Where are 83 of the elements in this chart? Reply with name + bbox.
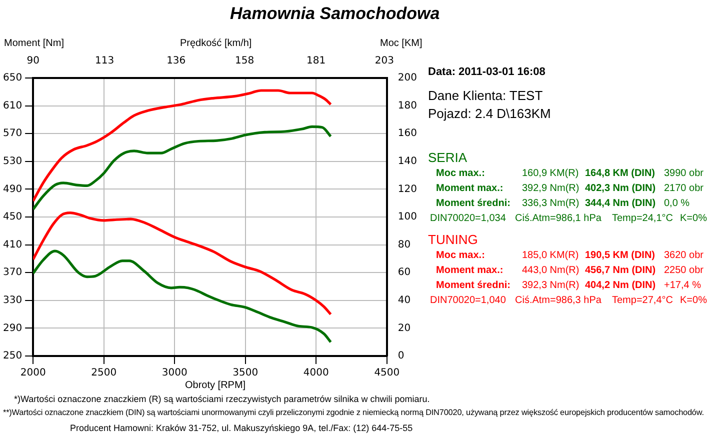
x2-tick-label: 136 [166, 56, 186, 67]
x2-tick-label: 90 [26, 56, 40, 67]
text: Dane Klienta: TEST [428, 88, 543, 103]
y-tick-label: 650 [2, 72, 22, 84]
y-tick-label: 570 [2, 128, 22, 140]
text: +17,4 % [664, 280, 701, 291]
text: Moment max.: [436, 183, 504, 194]
line-series [33, 212, 332, 316]
text: 344,4 Nm (DIN) [585, 198, 656, 209]
x-tick-label: 2500 [91, 368, 117, 379]
line-series [33, 250, 332, 344]
x-tick-label: 3500 [232, 368, 258, 379]
chart-title: Hamownia Samochodowa [230, 4, 440, 24]
y-tick-label: 530 [2, 156, 22, 167]
y-tick-label: 330 [2, 294, 22, 306]
text: 443,0 Nm(R) [522, 265, 580, 276]
y2-tick-label: 180 [398, 100, 418, 112]
x-tick-label: 4500 [374, 368, 400, 379]
text: 336,3 Nm(R) [522, 198, 580, 209]
x-tick-label: 2000 [20, 368, 46, 379]
text: K=0% [680, 295, 707, 306]
text: Ciś.Atm=986,3 hPa [515, 295, 602, 306]
text: 3620 obr [664, 250, 704, 261]
y-axis-title: Moment [Nm] [4, 38, 64, 49]
y2-axis-title: Moc [KM] [380, 38, 422, 49]
text: 164,8 KM (DIN) [585, 168, 656, 179]
y2-tick-label: 20 [398, 322, 411, 334]
text: 456,7 Nm (DIN) [585, 265, 656, 276]
y-tick-label: 290 [2, 322, 22, 334]
x-tick-label: 3000 [162, 368, 188, 379]
text: 402,3 Nm (DIN) [585, 183, 656, 194]
text: TUNING [428, 232, 478, 247]
text: Moment max.: [436, 265, 504, 276]
text: 185,0 KM(R) [522, 250, 579, 261]
text: 404,2 Nm (DIN) [585, 280, 656, 291]
text: Pojazd: 2.4 D\163KM [428, 106, 551, 121]
y-tick-label: 370 [2, 267, 22, 278]
text: DIN70020=1,034 [430, 213, 506, 224]
line-series [33, 89, 332, 202]
y2-tick-label: 40 [398, 294, 411, 306]
y2-tick-label: 100 [398, 212, 418, 223]
text: Temp=27,4°C [612, 295, 673, 306]
text: 2170 obr [664, 183, 704, 194]
text: **)Wartości oznaczone znaczkiem (DIN) są wartościami unormowanymi czyli przeliczonymi zgodnie z niemiecką normą DIN70020, używaną przez większość europejskich producentów samochodów. [3, 408, 704, 417]
text: *)Wartości oznaczone znaczkiem (R) są wartościami rzeczywistych parametrów silnika w chwili pomiaru. [14, 394, 430, 404]
y2-tick-label: 80 [398, 239, 411, 250]
y-tick-label: 450 [2, 212, 22, 223]
x2-tick-label: 203 [374, 56, 394, 67]
text: Ciś.Atm=986,1 hPa [515, 213, 602, 224]
y2-tick-label: 200 [398, 72, 418, 84]
text: DIN70020=1,040 [430, 295, 506, 306]
text: 2250 obr [664, 265, 704, 276]
y2-tick-label: 120 [398, 184, 418, 195]
x-axis-title: Obroty [RPM] [185, 380, 246, 391]
text: Moment średni: [436, 280, 510, 291]
x2-tick-label: 181 [306, 56, 326, 67]
text: SERIA [428, 150, 468, 165]
text: 160,9 KM(R) [522, 168, 579, 179]
x2-tick-label: 113 [95, 56, 114, 67]
x2-tick-label: 158 [234, 56, 254, 67]
text: Moc max.: [436, 168, 485, 179]
y-tick-label: 250 [2, 350, 22, 362]
text: Moc max.: [436, 250, 485, 261]
y2-tick-label: 140 [398, 156, 418, 167]
text: Producent Hamowni: Kraków 31-752, ul. Makuszyńskiego 9A, tel./Fax: (12) 644-75-55 [70, 423, 413, 433]
x-tick-label: 4000 [303, 368, 329, 379]
x2-axis-title: Prędkość [km/h] [180, 38, 252, 49]
y2-tick-label: 0 [398, 350, 404, 362]
text: Data: 2011-03-01 16:08 [428, 66, 546, 78]
text: K=0% [680, 213, 707, 224]
y2-tick-label: 60 [398, 267, 411, 278]
text: Moment średni: [436, 198, 510, 209]
text: Temp=24,1°C [612, 213, 673, 224]
y-tick-label: 410 [2, 239, 22, 250]
line-series [33, 125, 332, 211]
y-tick-label: 490 [2, 184, 22, 195]
text: 392,9 Nm(R) [522, 183, 580, 194]
text: 392,3 Nm(R) [522, 280, 580, 291]
text: 190,5 KM (DIN) [585, 250, 656, 261]
text: 3990 obr [664, 168, 704, 179]
text: 0,0 % [664, 198, 690, 209]
y2-tick-label: 160 [398, 128, 418, 140]
y-tick-label: 610 [2, 100, 22, 112]
